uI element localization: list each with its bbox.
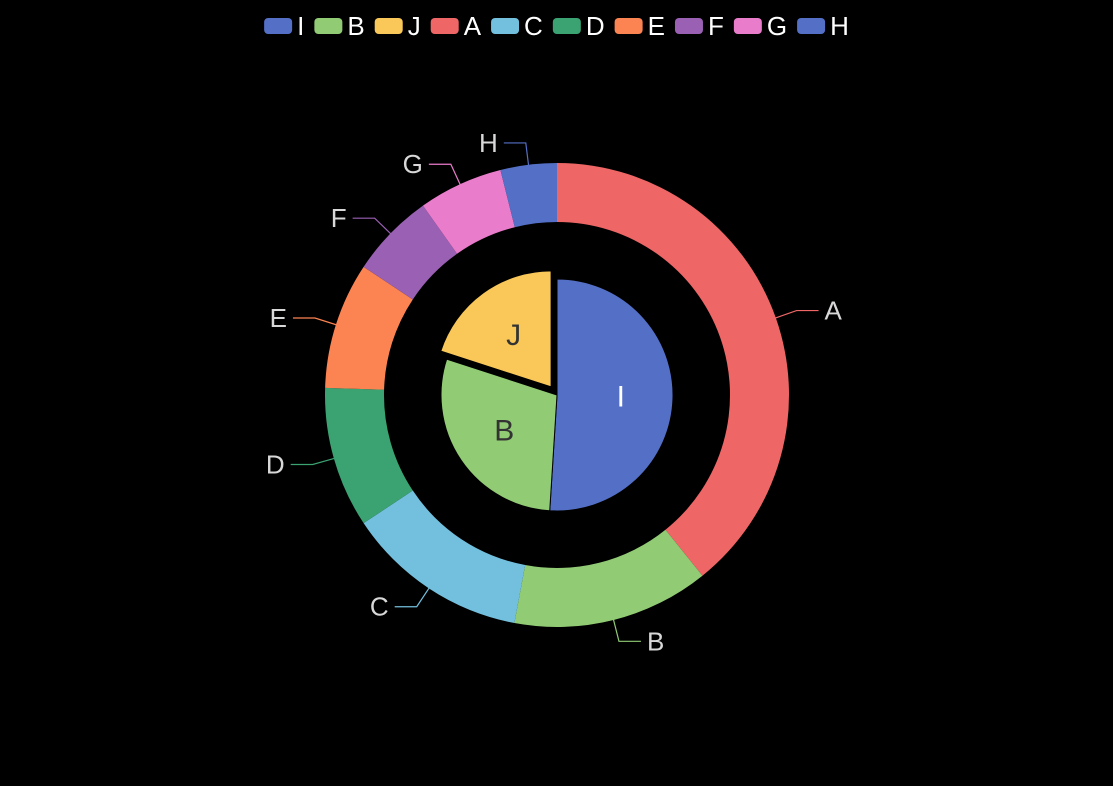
legend-swatch bbox=[430, 18, 459, 34]
legend-label: E bbox=[648, 11, 665, 41]
legend-label: C bbox=[524, 11, 543, 41]
legend-item-h[interactable]: H bbox=[797, 11, 849, 41]
outer-label-f: F bbox=[331, 203, 347, 233]
legend-label: H bbox=[830, 11, 849, 41]
legend-item-a[interactable]: A bbox=[430, 11, 482, 41]
leader-line-h bbox=[503, 142, 530, 169]
inner-label-b: B bbox=[494, 414, 514, 447]
legend-label: J bbox=[408, 11, 421, 41]
outer-label-e: E bbox=[270, 303, 287, 333]
outer-slice-g[interactable] bbox=[422, 170, 515, 254]
inner-label-i: I bbox=[617, 381, 625, 414]
legend-swatch bbox=[614, 18, 643, 34]
legend-label: A bbox=[464, 11, 482, 41]
legend-swatch bbox=[552, 18, 581, 34]
outer-label-group: A B C D E F G H bbox=[266, 128, 843, 656]
legend-item-d[interactable]: D bbox=[552, 11, 605, 41]
outer-slice-a[interactable] bbox=[557, 163, 790, 576]
inner-pie bbox=[440, 270, 674, 512]
outer-slice-c[interactable] bbox=[363, 490, 526, 624]
legend-item-c[interactable]: C bbox=[491, 11, 543, 41]
legend-item-b[interactable]: B bbox=[314, 11, 365, 41]
inner-slice-b[interactable] bbox=[440, 358, 558, 512]
outer-label-g: G bbox=[403, 149, 423, 179]
legend-item-f[interactable]: F bbox=[674, 11, 724, 41]
legend-label: D bbox=[586, 11, 605, 41]
outer-label-h: H bbox=[479, 128, 498, 158]
legend-label: G bbox=[767, 11, 787, 41]
legend-swatch bbox=[733, 18, 762, 34]
legend-item-e[interactable]: E bbox=[614, 11, 665, 41]
outer-slice-f[interactable] bbox=[363, 205, 458, 300]
leader-line-f bbox=[352, 217, 394, 237]
legend-swatch bbox=[374, 18, 403, 34]
outer-slice-h[interactable] bbox=[500, 163, 557, 228]
inner-slice-j[interactable] bbox=[440, 270, 552, 388]
leader-line-e bbox=[292, 317, 340, 327]
inner-label-group: I B J bbox=[494, 319, 625, 448]
legend-swatch bbox=[491, 18, 520, 34]
leader-line-a bbox=[771, 309, 819, 320]
outer-slice-d[interactable] bbox=[324, 387, 413, 524]
outer-slice-e[interactable] bbox=[325, 266, 413, 390]
leader-line-c bbox=[394, 584, 432, 608]
leader-line-g bbox=[428, 163, 463, 189]
leader-line-b bbox=[612, 615, 641, 642]
legend-label: F bbox=[708, 11, 724, 41]
legend-swatch bbox=[797, 18, 826, 34]
outer-label-b: B bbox=[647, 626, 664, 656]
outer-label-d: D bbox=[266, 450, 285, 480]
outer-label-a: A bbox=[825, 296, 843, 326]
legend-item-g[interactable]: G bbox=[733, 11, 787, 41]
leader-line-d bbox=[290, 456, 338, 466]
legend-label: I bbox=[297, 11, 304, 41]
inner-label-j: J bbox=[506, 319, 521, 352]
inner-slice-i[interactable] bbox=[549, 278, 674, 512]
outer-label-c: C bbox=[370, 592, 389, 622]
legend-item-j[interactable]: J bbox=[374, 11, 421, 41]
legend-swatch bbox=[674, 18, 703, 34]
legend-item-i[interactable]: I bbox=[264, 11, 304, 41]
legend-swatch bbox=[314, 18, 343, 34]
outer-slice-b[interactable] bbox=[514, 529, 703, 628]
legend-label: B bbox=[347, 11, 364, 41]
outer-donut-ring bbox=[324, 163, 790, 628]
legend-swatch bbox=[264, 18, 293, 34]
